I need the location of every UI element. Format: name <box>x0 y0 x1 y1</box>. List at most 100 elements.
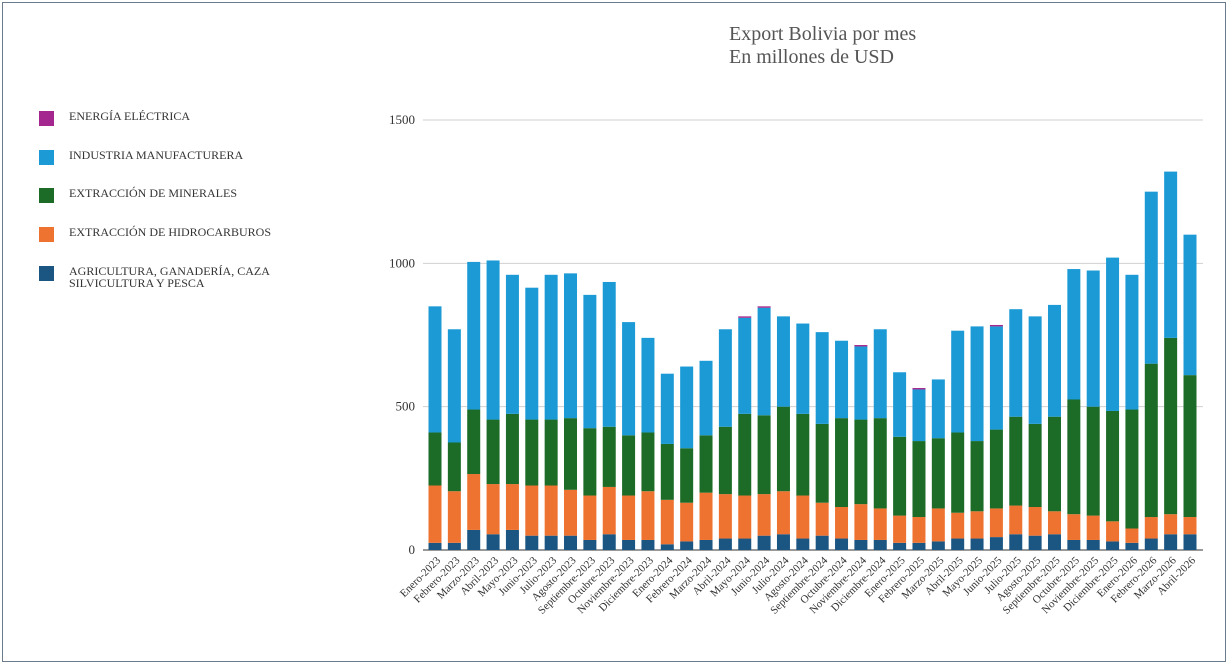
bar-segment-3 <box>622 322 636 436</box>
bar-segment-1 <box>931 508 945 542</box>
bar-segment-2 <box>525 419 539 486</box>
bar-segment-2 <box>1183 375 1197 518</box>
bar-segment-1 <box>622 495 636 540</box>
bar-segment-3 <box>564 273 578 419</box>
bar-segment-3 <box>718 329 732 427</box>
y-tick-label: 0 <box>409 542 416 557</box>
bar-segment-2 <box>486 419 500 485</box>
bar-segment-3 <box>525 287 539 420</box>
bar-segment-2 <box>893 436 907 516</box>
bar-segment-1 <box>1144 517 1158 539</box>
bar-segment-0 <box>660 544 674 550</box>
bar-segment-0 <box>757 535 771 550</box>
bar-segment-1 <box>989 508 1003 538</box>
bar-segment-0 <box>525 535 539 550</box>
bar-segment-3 <box>660 373 674 444</box>
bar-segment-2 <box>854 419 868 505</box>
bar-segment-3 <box>447 329 461 443</box>
bar-segment-1 <box>854 504 868 540</box>
bar-segment-0 <box>680 541 694 550</box>
bar-segment-4 <box>738 316 752 318</box>
bar-segment-0 <box>796 538 810 550</box>
bar-segment-2 <box>1047 416 1061 512</box>
bar-segment-1 <box>1183 517 1197 535</box>
bar-segment-3 <box>757 307 771 416</box>
bar-segment-0 <box>1164 534 1178 550</box>
bar-segment-1 <box>970 511 984 539</box>
bar-segment-3 <box>835 340 849 419</box>
bar-segment-2 <box>873 418 887 509</box>
bar-segment-1 <box>544 485 558 536</box>
bar-segment-3 <box>776 316 790 407</box>
bar-segment-1 <box>447 491 461 543</box>
y-tick-label: 500 <box>396 399 416 414</box>
bar-segment-3 <box>796 323 810 414</box>
bar-segment-0 <box>912 542 926 550</box>
bar-segment-3 <box>544 274 558 420</box>
bar-segment-2 <box>1028 423 1042 507</box>
bar-segment-2 <box>1086 406 1100 516</box>
bar-segment-2 <box>641 432 655 492</box>
bar-segment-0 <box>622 539 636 550</box>
bar-segment-1 <box>796 495 810 539</box>
bar-segment-3 <box>854 346 868 420</box>
bar-segment-0 <box>931 541 945 550</box>
bar-segment-1 <box>893 515 907 543</box>
bar-segment-3 <box>680 366 694 449</box>
bar-segment-1 <box>776 491 790 535</box>
bar-segment-0 <box>1183 534 1197 550</box>
bar-segment-3 <box>699 360 713 436</box>
chart-title-line2: En millones de USD <box>729 46 894 68</box>
bar-segment-3 <box>815 332 829 424</box>
bar-segment-2 <box>1125 409 1139 529</box>
bar-segment-0 <box>970 538 984 550</box>
bar-segment-1 <box>835 507 849 539</box>
bar-segment-1 <box>1164 514 1178 535</box>
bar-segment-1 <box>873 508 887 540</box>
bar-segment-0 <box>835 538 849 550</box>
chart-title: Export Bolivia por mes En millones de US… <box>729 23 916 69</box>
bar-segment-2 <box>428 432 442 486</box>
bar-segment-3 <box>989 326 1003 430</box>
bar-segment-1 <box>641 491 655 540</box>
bar-segment-4 <box>854 345 868 347</box>
bar-segment-2 <box>505 413 519 485</box>
bar-segment-0 <box>854 539 868 550</box>
legend-swatch-minerales <box>39 188 54 203</box>
bar-segment-2 <box>796 413 810 496</box>
legend-label-industria: INDUSTRIA MANUFACTURERA <box>69 148 244 162</box>
bar-segment-3 <box>1183 234 1197 376</box>
bar-segment-2 <box>622 435 636 496</box>
bar-segment-0 <box>1047 534 1061 550</box>
bar-segment-2 <box>680 448 694 503</box>
bar-segment-2 <box>544 419 558 486</box>
stacked-bar-chart: 050010001500Enero-2023Febrero-2023Marzo-… <box>389 112 1203 617</box>
bar-segment-2 <box>989 429 1003 509</box>
bar-segment-3 <box>1106 257 1120 411</box>
bar-segment-3 <box>486 260 500 420</box>
bar-segment-3 <box>893 372 907 437</box>
bar-segment-0 <box>1125 542 1139 550</box>
bar-segment-2 <box>467 409 481 475</box>
bar-segment-1 <box>602 486 616 535</box>
legend-label-energia: ENERGÍA ELÉCTRICA <box>69 109 190 123</box>
bar-segment-0 <box>467 529 481 550</box>
bar-segment-0 <box>776 534 790 550</box>
bar-segment-3 <box>951 330 965 433</box>
bar-segment-1 <box>1125 528 1139 543</box>
bar-segment-1 <box>583 495 597 540</box>
legend-swatch-energia <box>39 111 54 126</box>
bar-segment-2 <box>1009 416 1023 506</box>
bar-segment-0 <box>1067 539 1081 550</box>
bar-segment-0 <box>873 539 887 550</box>
bar-segment-1 <box>912 517 926 543</box>
y-tick-label: 1000 <box>389 255 415 270</box>
bar-segment-4 <box>912 388 926 390</box>
bar-segment-2 <box>1067 399 1081 515</box>
bar-segment-2 <box>564 418 578 490</box>
y-tick-label: 1500 <box>389 112 415 127</box>
bar-segment-1 <box>757 494 771 536</box>
bar-segment-0 <box>583 539 597 550</box>
bar-segment-1 <box>951 512 965 539</box>
bar-segment-1 <box>428 485 442 543</box>
